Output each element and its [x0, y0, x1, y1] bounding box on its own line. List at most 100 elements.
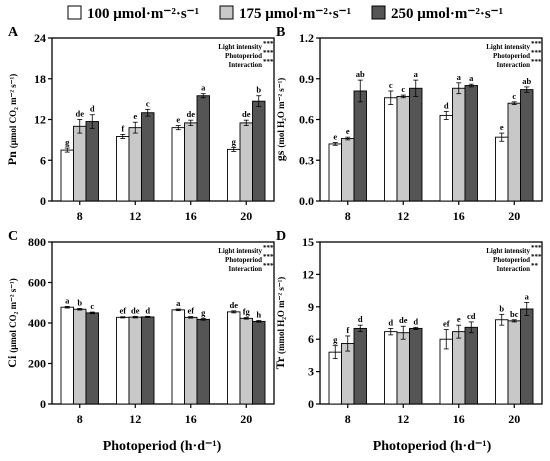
- stat-label: Light intensity: [486, 43, 530, 51]
- bar: [252, 320, 266, 405]
- legend-swatch-250: [371, 5, 386, 20]
- significance-letter: g: [201, 308, 206, 318]
- significance-letter: b: [77, 297, 82, 307]
- x-tick-label: 12: [129, 412, 141, 426]
- significance-letter: de: [230, 300, 239, 310]
- significance-letter: a: [65, 295, 70, 305]
- bar: [227, 148, 241, 202]
- bar: [520, 308, 534, 405]
- significance-letter: c: [512, 91, 516, 101]
- bar: [60, 149, 74, 202]
- legend-label-100: 100 μmol·m⁻²·s⁻¹: [87, 6, 199, 22]
- significance-letter: a: [201, 83, 206, 93]
- bar: [507, 320, 521, 405]
- bar: [520, 89, 534, 202]
- significance-letter: e: [346, 126, 350, 136]
- bar: [116, 136, 130, 202]
- significance-letter: g: [232, 136, 237, 146]
- significance-letter: h: [256, 310, 261, 320]
- panel-letter: D: [276, 229, 286, 244]
- significance-letter: d: [388, 317, 393, 327]
- y-tick-label: 24: [34, 31, 46, 45]
- bar: [409, 87, 423, 202]
- stat-sig: ***: [263, 244, 274, 252]
- significance-letter: d: [444, 100, 449, 110]
- x-tick-label: 8: [345, 412, 351, 426]
- y-tick-label: 6: [40, 153, 46, 167]
- significance-letter: ef: [119, 306, 126, 316]
- significance-letter: d: [90, 104, 95, 114]
- y-tick-label: 0.9: [299, 72, 314, 86]
- stat-sig: ***: [531, 40, 542, 48]
- y-tick-label: 0.0: [299, 194, 314, 208]
- bar: [239, 317, 253, 405]
- significance-letter: ef: [187, 306, 194, 316]
- panel-letter: A: [8, 25, 19, 40]
- bar: [439, 114, 453, 202]
- significance-letter: ab: [522, 76, 531, 86]
- significance-letter: cd: [467, 311, 476, 321]
- stat-label: Photoperiod: [225, 52, 262, 60]
- y-axis-label: Tr (mmol H₂O m⁻² s⁻¹): [273, 277, 287, 370]
- legend-swatch-175: [219, 5, 234, 20]
- bar: [184, 122, 198, 202]
- x-tick-label: 16: [185, 209, 197, 223]
- bar: [227, 311, 241, 405]
- significance-letter: b: [499, 303, 504, 313]
- significance-letter: d: [358, 314, 363, 324]
- bar: [128, 127, 142, 202]
- significance-letter: ef: [443, 318, 450, 328]
- y-tick-label: 3: [308, 365, 314, 379]
- y-tick-label: 0: [308, 397, 314, 411]
- panels: 0 6 12 18 24 Pn (μmol CO₂ m⁻² s⁻¹) A Light inte…: [5, 25, 543, 426]
- bar: [141, 112, 155, 202]
- significance-letter: d: [145, 305, 150, 315]
- stat-label: Photoperiod: [225, 256, 262, 264]
- x-tick-label: 20: [508, 209, 520, 223]
- stat-label: Interaction: [229, 265, 263, 273]
- legend-label-250: 250 μmol·m⁻²·s⁻¹: [391, 6, 503, 22]
- significance-letter: de: [399, 315, 408, 325]
- stat-sig: **: [531, 262, 539, 270]
- significance-letter: b: [256, 85, 261, 95]
- significance-letter: c: [90, 301, 94, 311]
- bar: [171, 127, 185, 202]
- significance-letter: bc: [510, 309, 519, 319]
- panel-letter: C: [8, 229, 18, 244]
- significance-letter: de: [242, 109, 251, 119]
- stat-sig: ***: [263, 253, 274, 261]
- y-tick-label: 0: [40, 194, 46, 208]
- panel-a: 0 6 12 18 24 Pn (μmol CO₂ m⁻² s⁻¹) A Light inte…: [5, 25, 275, 223]
- bar: [252, 100, 266, 202]
- significance-letter: g: [333, 335, 338, 345]
- x-tick-label: 12: [129, 209, 141, 223]
- bar: [495, 136, 509, 202]
- significance-letter: a: [414, 69, 419, 79]
- bar: [73, 125, 87, 202]
- stat-label: Interaction: [497, 61, 531, 69]
- bar: [464, 85, 478, 202]
- significance-letter: a: [176, 298, 181, 308]
- x-tick-label: 20: [240, 209, 252, 223]
- significance-letter: f: [121, 123, 124, 133]
- y-axis-label: Pn (μmol CO₂ m⁻² s⁻¹): [5, 74, 19, 165]
- x-tick-label: 20: [240, 412, 252, 426]
- significance-letter: de: [131, 305, 140, 315]
- x-axis-label-left: Photoperiod (h·d⁻¹): [103, 439, 222, 454]
- y-tick-label: 18: [34, 72, 46, 86]
- significance-letter: a: [525, 291, 530, 301]
- stat-label: Interaction: [497, 265, 531, 273]
- x-tick-label: 16: [453, 209, 465, 223]
- bar: [409, 327, 423, 405]
- bar: [196, 95, 210, 202]
- bar: [341, 138, 355, 202]
- bar: [464, 326, 478, 405]
- bar: [60, 306, 74, 405]
- x-tick-label: 16: [185, 412, 197, 426]
- x-tick-label: 8: [77, 209, 83, 223]
- y-tick-label: 0.6: [299, 113, 314, 127]
- x-tick-label: 8: [345, 209, 351, 223]
- significance-letter: de: [187, 109, 196, 119]
- bar: [328, 351, 342, 405]
